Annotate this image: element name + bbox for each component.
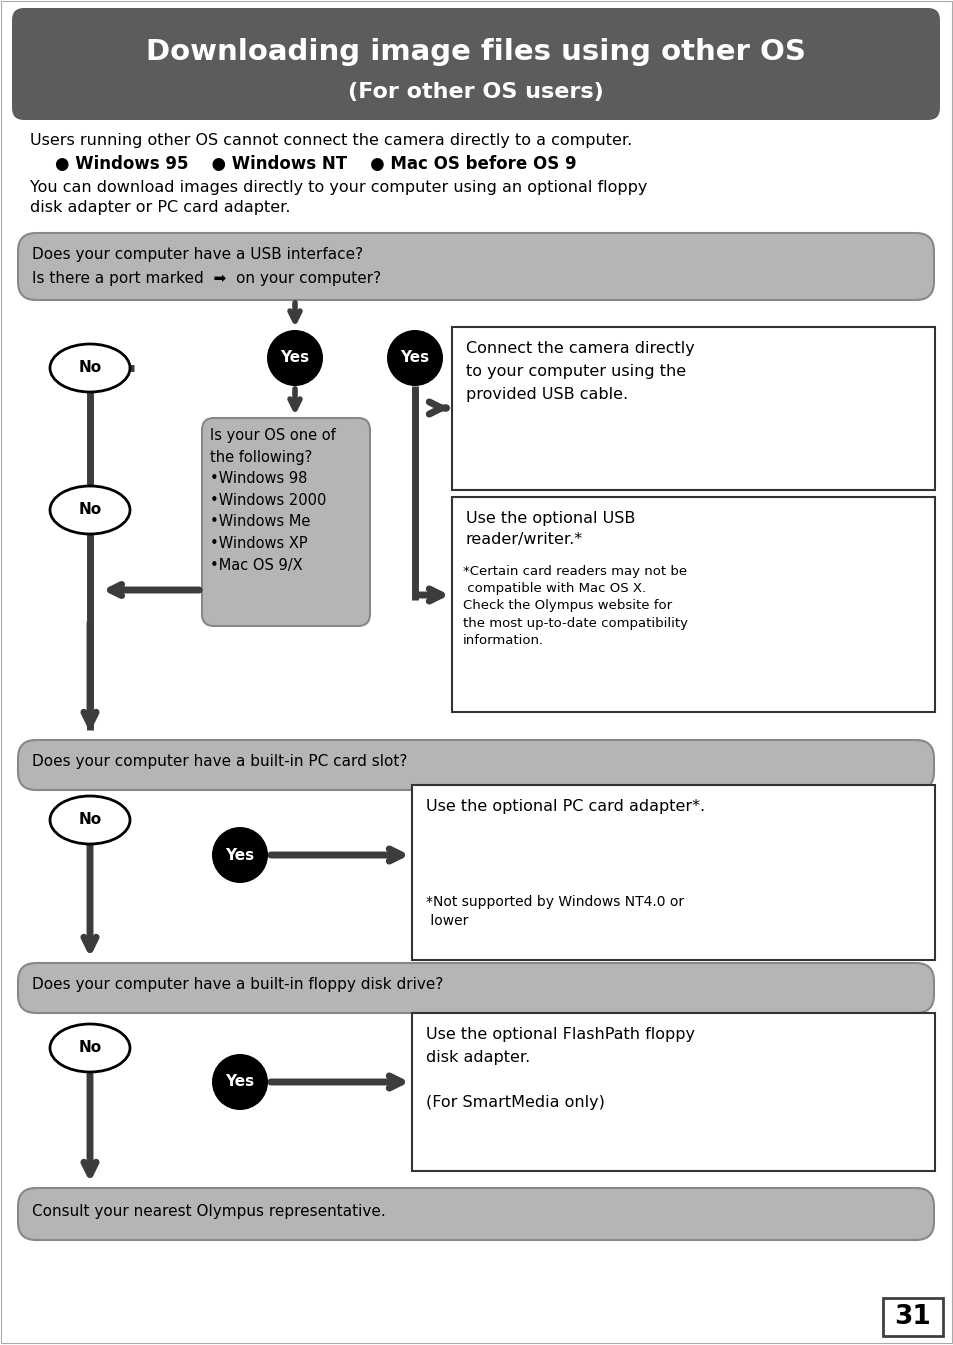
- Text: Does your computer have a built-in PC card slot?: Does your computer have a built-in PC ca…: [32, 755, 407, 769]
- Text: Use the optional PC card adapter*.: Use the optional PC card adapter*.: [426, 799, 704, 814]
- Text: Consult your nearest Olympus representative.: Consult your nearest Olympus representat…: [32, 1204, 385, 1219]
- Text: *Certain card readers may not be
 compatible with Mac OS X.
Check the Olympus we: *Certain card readers may not be compati…: [462, 565, 687, 647]
- Bar: [882, 1298, 942, 1336]
- Ellipse shape: [50, 1024, 130, 1072]
- FancyBboxPatch shape: [18, 963, 933, 1013]
- Text: Use the optional USB
reader/writer.*: Use the optional USB reader/writer.*: [465, 511, 635, 547]
- Text: No: No: [78, 812, 101, 827]
- Ellipse shape: [50, 344, 130, 391]
- Text: Yes: Yes: [225, 847, 254, 862]
- Circle shape: [267, 330, 323, 386]
- Text: Yes: Yes: [400, 351, 429, 366]
- Circle shape: [387, 330, 442, 386]
- Text: ● Windows 95    ● Windows NT    ● Mac OS before OS 9: ● Windows 95 ● Windows NT ● Mac OS befor…: [55, 155, 576, 174]
- FancyBboxPatch shape: [12, 8, 939, 120]
- Text: *Not supported by Windows NT4.0 or
 lower: *Not supported by Windows NT4.0 or lower: [426, 894, 683, 928]
- FancyBboxPatch shape: [18, 1188, 933, 1240]
- Circle shape: [212, 1054, 268, 1110]
- Text: Use the optional FlashPath floppy
disk adapter.

(For SmartMedia only): Use the optional FlashPath floppy disk a…: [426, 1028, 695, 1111]
- Text: Users running other OS cannot connect the camera directly to a computer.: Users running other OS cannot connect th…: [30, 133, 632, 148]
- Text: Is there a port marked  ➡  on your computer?: Is there a port marked ➡ on your compute…: [32, 270, 381, 286]
- Text: Connect the camera directly
to your computer using the
provided USB cable.: Connect the camera directly to your comp…: [465, 342, 694, 402]
- Bar: [412, 1013, 934, 1171]
- Text: No: No: [78, 1041, 101, 1056]
- Bar: [452, 498, 934, 712]
- Text: disk adapter or PC card adapter.: disk adapter or PC card adapter.: [30, 200, 291, 215]
- Ellipse shape: [50, 796, 130, 845]
- Bar: [412, 785, 934, 960]
- Text: Is your OS one of
the following?
•Windows 98
•Windows 2000
•Windows Me
•Windows : Is your OS one of the following? •Window…: [210, 428, 335, 573]
- Text: (For other OS users): (For other OS users): [348, 82, 603, 102]
- Text: You can download images directly to your computer using an optional floppy: You can download images directly to your…: [30, 180, 647, 195]
- Text: Yes: Yes: [225, 1075, 254, 1089]
- Text: 31: 31: [894, 1305, 930, 1330]
- Circle shape: [212, 827, 268, 884]
- FancyBboxPatch shape: [202, 418, 370, 625]
- Text: Yes: Yes: [280, 351, 309, 366]
- Text: No: No: [78, 503, 101, 518]
- FancyBboxPatch shape: [18, 740, 933, 790]
- Text: No: No: [78, 360, 101, 375]
- Text: Downloading image files using other OS: Downloading image files using other OS: [146, 38, 805, 66]
- Bar: [452, 327, 934, 490]
- Ellipse shape: [50, 486, 130, 534]
- Text: Does your computer have a built-in floppy disk drive?: Does your computer have a built-in flopp…: [32, 976, 443, 993]
- Text: Does your computer have a USB interface?: Does your computer have a USB interface?: [32, 247, 363, 262]
- FancyBboxPatch shape: [18, 233, 933, 300]
